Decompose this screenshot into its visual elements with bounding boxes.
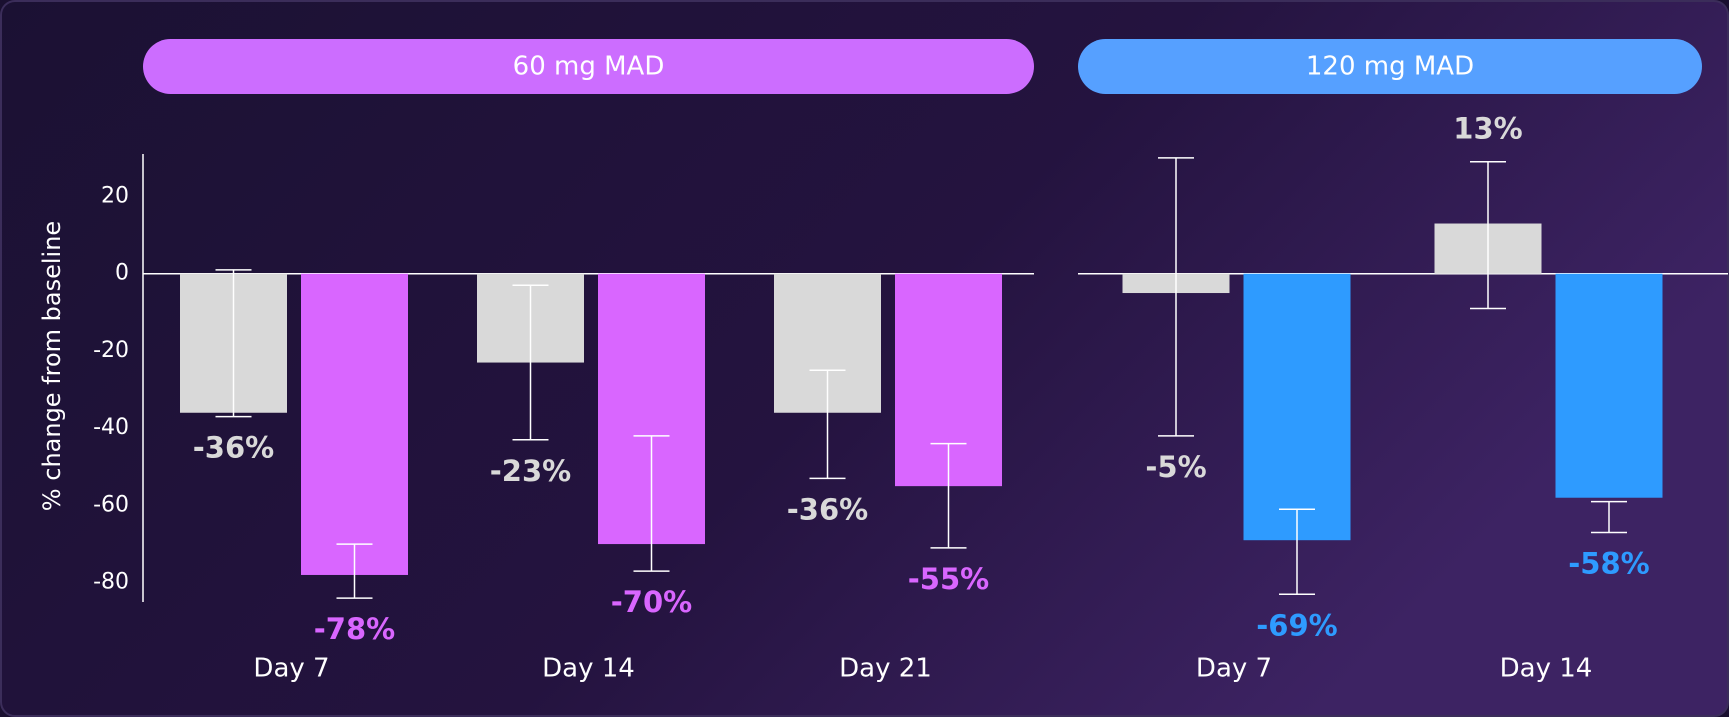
- y-tick-label: -60: [93, 492, 129, 517]
- value-label: -55%: [908, 562, 989, 596]
- value-label: -36%: [787, 492, 868, 526]
- value-label: -70%: [611, 585, 692, 619]
- value-label: -58%: [1568, 546, 1649, 580]
- x-tick-label: Day 14: [1500, 654, 1593, 684]
- value-label: -78%: [314, 612, 395, 646]
- y-axis-label: % change from baseline: [38, 221, 66, 511]
- value-label: -36%: [193, 431, 274, 465]
- value-label: -23%: [490, 454, 571, 488]
- bar: [1243, 273, 1351, 541]
- value-label: -69%: [1256, 608, 1337, 642]
- value-label: 13%: [1453, 112, 1522, 146]
- value-label: -5%: [1145, 450, 1206, 484]
- panel-title: 60 mg MAD: [513, 52, 665, 82]
- bar: [1555, 273, 1663, 498]
- x-tick-label: Day 7: [1196, 654, 1272, 684]
- panel-header: [1078, 39, 1702, 94]
- x-tick-label: Day 7: [253, 654, 329, 684]
- y-tick-label: -40: [93, 415, 129, 440]
- panel-header: [143, 39, 1034, 94]
- y-tick-label: -80: [93, 570, 129, 595]
- bar: [301, 273, 408, 575]
- y-tick-label: 20: [101, 183, 129, 208]
- panel-title: 120 mg MAD: [1306, 52, 1474, 82]
- x-tick-label: Day 21: [839, 654, 932, 684]
- y-tick-label: 0: [115, 261, 129, 286]
- y-tick-label: -20: [93, 338, 129, 363]
- x-tick-label: Day 14: [542, 654, 635, 684]
